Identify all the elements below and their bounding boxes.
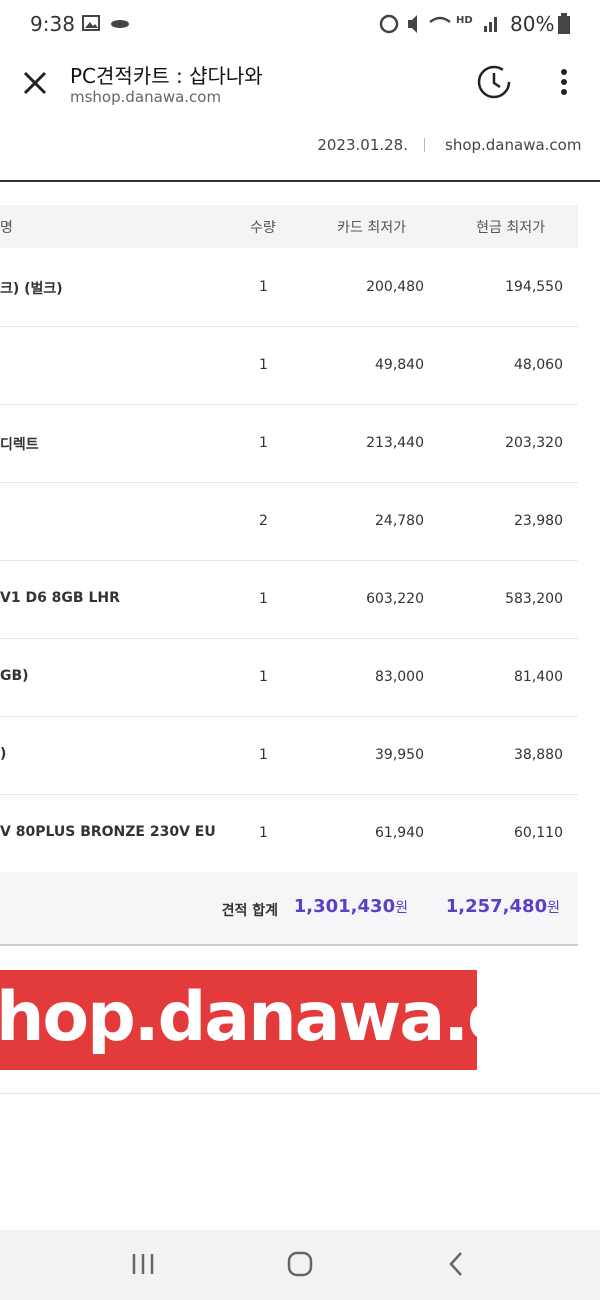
history-button[interactable] [474, 64, 514, 100]
unit: 원 [547, 900, 560, 916]
browser-bar: PC견적카트 : 샵다나와 mshop.danawa.com [0, 48, 600, 118]
total-label: 견적 합계 [221, 903, 278, 919]
cash-price: 60,110 [514, 825, 563, 841]
quantity: 1 [259, 747, 268, 763]
divider [424, 138, 425, 152]
table-row: 2 24,780 23,980 [0, 482, 578, 561]
item-name: 디렉트 [0, 437, 39, 453]
card-price: 61,940 [375, 825, 424, 841]
status-icons-right: HD [379, 14, 497, 34]
nav-bar [0, 1230, 600, 1300]
card-price: 49,840 [375, 357, 424, 373]
item-name: 크) (벌크) [0, 281, 63, 297]
cash-price: 583,200 [505, 591, 563, 607]
card-price: 213,440 [366, 435, 424, 451]
close-button[interactable] [22, 70, 48, 96]
status-bar: 9:38 HD 80% [0, 0, 600, 48]
home[interactable] [286, 1250, 314, 1278]
card-price: 603,220 [366, 591, 424, 607]
menu-button[interactable] [558, 68, 570, 98]
total-card-value: 1,301,430 [293, 896, 396, 917]
table-row: ) 1 39,950 38,880 [0, 716, 578, 795]
table-row: GB) 1 83,000 81,400 [0, 638, 578, 717]
quantity: 1 [259, 591, 268, 607]
item-name: V 80PLUS BRONZE 230V EU [0, 824, 216, 840]
card-price: 39,950 [375, 747, 424, 763]
status-icons [82, 15, 129, 31]
recent-apps[interactable] [130, 1252, 156, 1276]
item-name: GB) [0, 668, 29, 684]
table-row: V 80PLUS BRONZE 230V EU 1 61,940 60,110 [0, 794, 578, 873]
date: 2023.01.28. [317, 136, 408, 154]
total-cash-value: 1,257,480 [445, 896, 548, 917]
quantity: 1 [259, 435, 268, 451]
column-header: 현금 최저가 [476, 220, 545, 236]
battery-icon [558, 13, 570, 34]
table-row: 1 49,840 48,060 [0, 326, 578, 405]
cash-price: 48,060 [514, 357, 563, 373]
back[interactable] [446, 1251, 466, 1277]
banner[interactable]: hop.danawa.com [0, 970, 477, 1070]
column-header: 수량 [250, 220, 276, 236]
quantity: 1 [259, 825, 268, 841]
site: shop.danawa.com [445, 136, 582, 154]
cash-price: 194,550 [505, 279, 563, 295]
date-bar: 2023.01.28. shop.danawa.com [0, 118, 600, 182]
column-header: 명 [0, 220, 13, 236]
card-price: 200,480 [366, 279, 424, 295]
separator [0, 1093, 600, 1094]
card-price: 83,000 [375, 669, 424, 685]
total-card: 1,301,430원 [294, 896, 408, 917]
url[interactable]: mshop.danawa.com [70, 88, 222, 106]
battery-text: 80% [510, 12, 555, 36]
table-row: V1 D6 8GB LHR 1 603,220 583,200 [0, 560, 578, 639]
table-row: 크) (벌크) 1 200,480 194,550 [0, 248, 578, 327]
svg-text:HD: HD [456, 15, 473, 26]
card-price: 24,780 [375, 513, 424, 529]
cash-price: 38,880 [514, 747, 563, 763]
total-row: 견적 합계 1,301,430원 1,257,480원 [0, 872, 578, 946]
quantity: 1 [259, 669, 268, 685]
banner-text: hop.danawa.com [0, 978, 477, 1057]
quantity: 1 [259, 357, 268, 373]
page-title: PC견적카트 : 샵다나와 [70, 64, 263, 88]
time: 9:38 [30, 12, 75, 36]
quantity: 1 [259, 279, 268, 295]
item-name: V1 D6 8GB LHR [0, 590, 120, 606]
unit: 원 [395, 900, 408, 916]
quantity: 2 [259, 513, 268, 529]
table-row: 디렉트 1 213,440 203,320 [0, 404, 578, 483]
total-cash: 1,257,480원 [446, 896, 560, 917]
cash-price: 81,400 [514, 669, 563, 685]
item-name: ) [0, 746, 7, 762]
column-header: 카드 최저가 [337, 220, 406, 236]
cash-price: 23,980 [514, 513, 563, 529]
table-header: 명 수량 카드 최저가 현금 최저가 [0, 205, 578, 248]
cash-price: 203,320 [505, 435, 563, 451]
